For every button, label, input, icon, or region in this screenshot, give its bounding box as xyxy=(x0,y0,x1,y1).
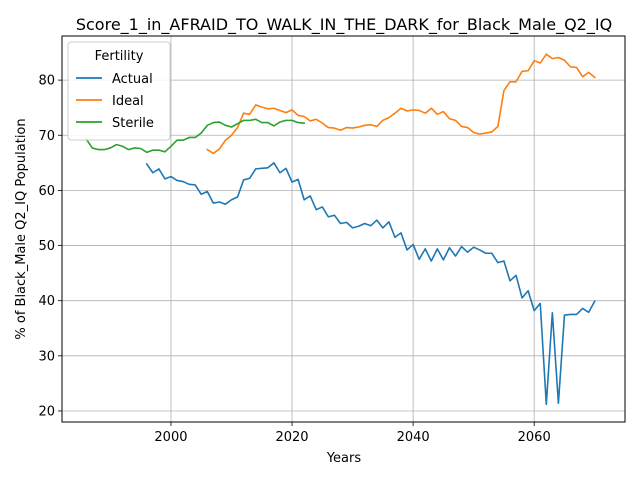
legend: Fertility Actual Ideal Sterile xyxy=(68,42,170,140)
legend-label-ideal: Ideal xyxy=(112,94,144,109)
y-tick-label: 50 xyxy=(38,239,55,254)
y-tick-label: 20 xyxy=(38,404,55,419)
legend-title: Fertility xyxy=(95,49,144,64)
y-axis-label: % of Black_Male Q2_IQ Population xyxy=(14,118,29,339)
legend-label-sterile: Sterile xyxy=(112,116,154,131)
y-tick-label: 70 xyxy=(38,129,55,144)
x-tick-label: 2000 xyxy=(154,430,187,445)
x-axis-label: Years xyxy=(326,451,362,466)
x-tick-label: 2020 xyxy=(275,430,308,445)
x-tick-label: 2040 xyxy=(397,430,430,445)
x-tick-label: 2060 xyxy=(518,430,551,445)
y-tick-label: 60 xyxy=(38,184,55,199)
y-tick-label: 40 xyxy=(38,294,55,309)
y-tick-label: 80 xyxy=(38,74,55,89)
y-tick-label: 30 xyxy=(38,349,55,364)
chart-title: Score_1_in_AFRAID_TO_WALK_IN_THE_DARK_fo… xyxy=(76,15,612,35)
legend-label-actual: Actual xyxy=(112,72,153,87)
